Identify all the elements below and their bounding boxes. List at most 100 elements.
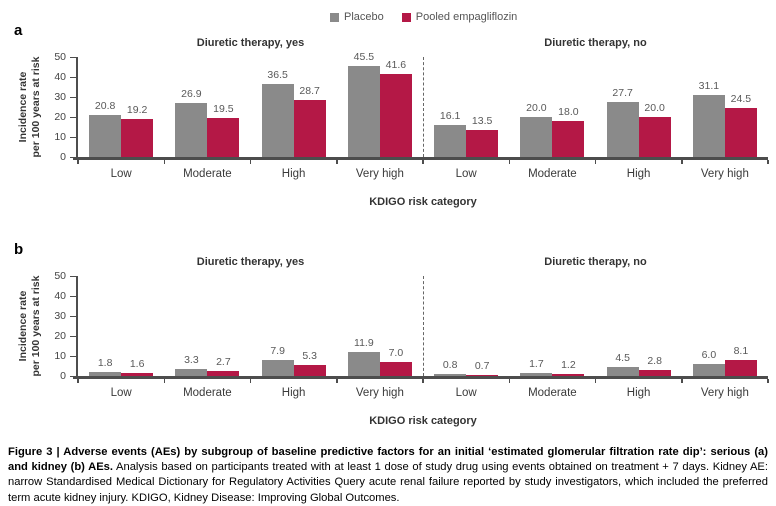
bar-placebo	[606, 101, 639, 157]
y-tick-label: 40	[54, 290, 66, 302]
y-tick-label: 30	[54, 91, 66, 103]
bar-empagliflozin	[552, 373, 585, 376]
category-label: High	[281, 387, 306, 399]
bar-empagliflozin	[121, 118, 154, 157]
bar-value-label: 26.9	[181, 88, 202, 101]
panel-a-label: a	[14, 22, 23, 39]
y-tick-mark	[70, 156, 76, 158]
bar-empagliflozin	[293, 365, 326, 376]
x-axis-label: KDIGO risk category	[369, 415, 477, 427]
y-tick-label: 0	[60, 151, 66, 163]
bar-placebo	[347, 352, 380, 376]
y-tick-mark	[70, 295, 76, 297]
legend-item-empagliflozin: Pooled empagliflozin	[401, 11, 518, 23]
x-tick-mark	[681, 159, 683, 164]
x-tick-mark	[336, 159, 338, 164]
x-tick-mark	[249, 378, 252, 383]
bar-empagliflozin	[207, 118, 240, 157]
y-tick-label: 20	[54, 330, 66, 342]
y-tick-label: 30	[54, 310, 66, 322]
x-tick-mark	[77, 378, 79, 383]
x-axis-label: KDIGO risk category	[369, 196, 477, 208]
bar-empagliflozin	[638, 117, 671, 157]
y-tick-label: 50	[54, 51, 66, 63]
bar-empagliflozin	[207, 370, 240, 376]
bar-value-label: 3.3	[184, 354, 199, 367]
bar-value-label: 5.3	[302, 350, 317, 363]
bar-placebo	[520, 372, 553, 376]
bar-empagliflozin	[724, 108, 757, 157]
bar-placebo	[261, 360, 294, 376]
bar-empagliflozin	[724, 359, 757, 376]
bar-empagliflozin	[379, 362, 412, 376]
x-tick-mark	[594, 378, 597, 383]
bar-empagliflozin	[293, 99, 326, 157]
y-tick-mark	[70, 76, 76, 78]
panel-b: b Diuretic therapy, yes Diuretic therapy…	[0, 241, 776, 456]
bar-empagliflozin	[466, 374, 499, 376]
category-label: Moderate	[528, 387, 577, 399]
bar-placebo	[692, 94, 725, 157]
bar-value-label: 7.0	[388, 347, 404, 359]
y-tick-mark	[70, 116, 76, 118]
bar-value-label: 45.5	[353, 51, 375, 63]
bar-empagliflozin	[121, 372, 154, 376]
bar-placebo	[434, 374, 467, 376]
subtitle-diuretic-no: Diuretic therapy, no	[544, 256, 647, 268]
y-tick-label: 50	[54, 270, 66, 282]
category-axis: Low Moderate High Very high Low Moderate High V…	[78, 168, 768, 180]
bar-value-label: 31.1	[698, 79, 720, 92]
y-tick-label: 10	[54, 350, 66, 362]
y-tick-label: 40	[54, 71, 66, 83]
bar-value-label: 0.7	[474, 359, 490, 372]
category-label: High	[626, 387, 651, 399]
bar-value-label: 19.5	[213, 103, 234, 115]
category-label: High	[626, 168, 651, 180]
x-tick-mark	[594, 159, 597, 164]
panel-divider-line	[423, 276, 424, 376]
bar-placebo	[606, 367, 639, 376]
bar-value-label: 41.6	[385, 58, 407, 71]
bar-value-label: 20.0	[526, 102, 547, 114]
plot-area: 0 10 20 30 40 50 1.8 1.6 3.3 2.7 7.9 5.3 11.9 7.0 0.8 0…	[54, 270, 769, 383]
legend-label-placebo: Placebo	[344, 11, 384, 23]
x-tick-mark	[681, 378, 683, 383]
bar-empagliflozin	[379, 73, 412, 157]
y-tick-mark	[70, 275, 76, 277]
category-label: Very high	[355, 168, 404, 180]
bar-placebo	[89, 115, 122, 157]
category-label: Low	[110, 168, 132, 180]
category-label: Very high	[700, 387, 749, 399]
bar-value-label: 2.8	[647, 355, 662, 368]
x-tick-mark	[336, 378, 338, 383]
x-tick-mark	[422, 378, 424, 383]
x-tick-mark	[508, 159, 510, 164]
bar-empagliflozin	[552, 121, 585, 157]
panel-a: a Diuretic therapy, yes Diuretic therapy…	[0, 22, 776, 237]
figure-caption: Figure 3 | Adverse events (AEs) by subgr…	[8, 445, 768, 505]
placebo-swatch-icon	[330, 12, 339, 22]
category-label: High	[281, 168, 306, 180]
bar-value-label: 24.5	[730, 93, 752, 105]
category-label: Very high	[355, 387, 404, 399]
category-label: Low	[455, 168, 477, 180]
x-tick-mark	[163, 159, 165, 164]
bar-value-label: 19.2	[126, 103, 148, 116]
bar-value-label: 1.7	[529, 357, 544, 370]
bar-value-label: 20.0	[644, 102, 665, 114]
y-tick-mark	[70, 375, 76, 377]
legend-label-empagliflozin: Pooled empagliflozin	[415, 11, 518, 23]
subtitle-diuretic-yes: Diuretic therapy, yes	[196, 37, 305, 49]
y-tick-mark	[70, 136, 76, 138]
plot-area: 0 10 20 30 40 50 20.8 19.2 26.9 19.5 36.5 28.7 45.5 4…	[54, 51, 769, 164]
bar-placebo	[520, 117, 553, 157]
bar-value-label: 11.9	[354, 337, 374, 350]
bar-placebo	[347, 66, 380, 157]
subtitle-diuretic-no: Diuretic therapy, no	[544, 37, 647, 49]
bar-value-label: 8.1	[733, 344, 749, 357]
y-tick-mark	[70, 335, 76, 337]
figure-caption-bold: Figure 3 | Adverse events (AEs) by subgr…	[8, 446, 768, 474]
y-tick-label: 10	[54, 131, 66, 143]
category-axis: Low Moderate High Very high Low Moderate High V…	[78, 387, 768, 399]
y-tick-mark	[70, 56, 76, 58]
